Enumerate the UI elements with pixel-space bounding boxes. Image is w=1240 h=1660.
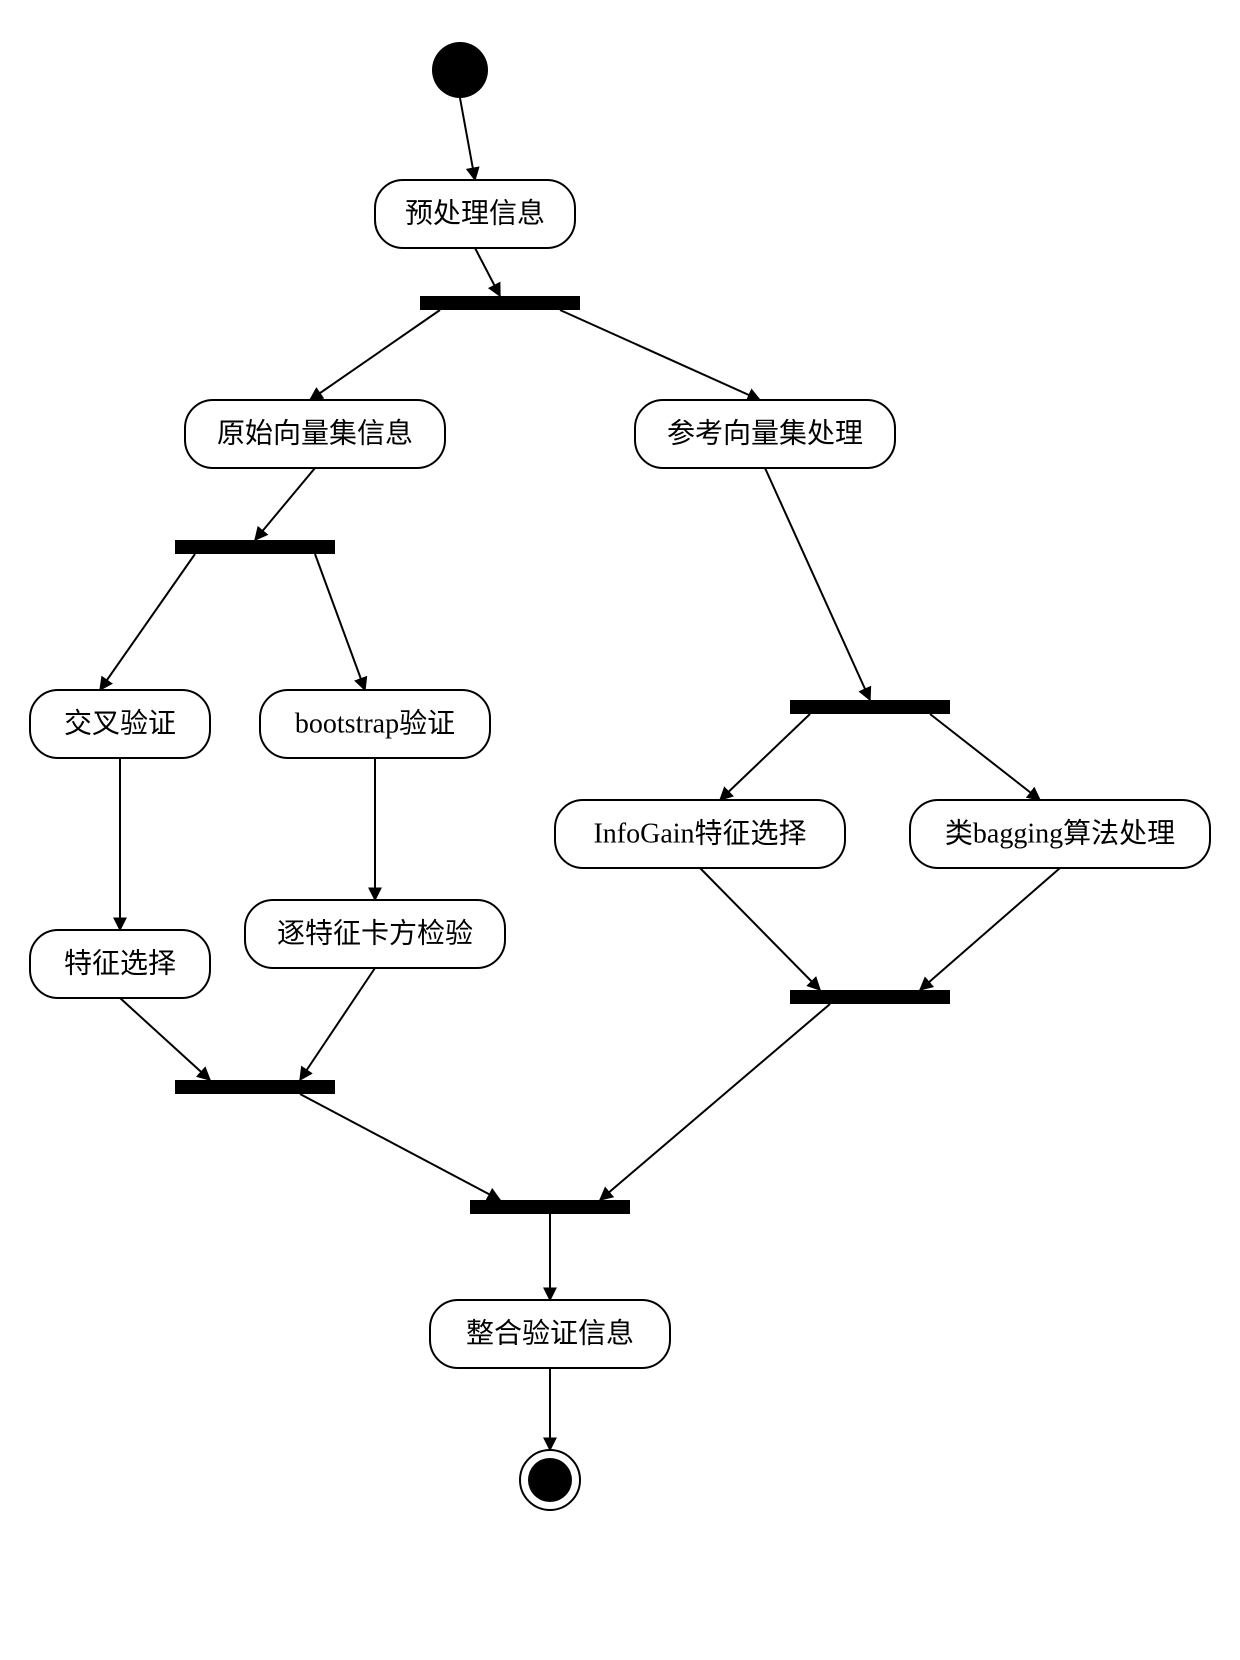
edge-n3-b3 [765,468,870,700]
edge-n8-b5 [120,998,210,1080]
sync-bar-b6 [470,1200,630,1214]
activity-label-n7: 类bagging算法处理 [945,817,1175,849]
activity-label-n6: InfoGain特征选择 [593,817,806,849]
sync-bar-b5 [175,1080,335,1094]
edge-n6-b4 [700,868,820,990]
end-node-inner [528,1458,572,1502]
activity-label-n1: 预处理信息 [405,197,545,229]
edge-n7-b4 [920,868,1060,990]
edge-b1-n2 [310,310,440,400]
activity-label-n4: 交叉验证 [64,707,176,739]
edge-n9-b5 [300,968,375,1080]
activity-label-n2: 原始向量集信息 [217,417,413,449]
sync-bar-b4 [790,990,950,1004]
edge-b5-b6 [300,1094,500,1200]
edge-b3-n6 [720,714,810,800]
activity-label-n10: 整合验证信息 [466,1317,634,1349]
edge-start-n1 [460,98,475,180]
activity-label-n3: 参考向量集处理 [667,417,863,449]
sync-bar-b3 [790,700,950,714]
edge-b1-n3 [560,310,760,400]
edge-n1-b1 [475,248,500,296]
sync-bar-b1 [420,296,580,310]
activity-label-n5: bootstrap验证 [295,707,455,739]
activity-label-n8: 特征选择 [64,947,176,979]
activity-label-n9: 逐特征卡方检验 [277,917,473,949]
edge-b2-n5 [315,554,365,690]
sync-bar-b2 [175,540,335,554]
edge-b2-n4 [100,554,195,690]
activity-diagram: 预处理信息原始向量集信息 参考向量集处理交叉验证 bootstrap验证 InfoGa… [0,0,1240,1660]
edge-b3-n7 [930,714,1040,800]
edge-b4-b6 [600,1004,830,1200]
start-node [432,42,488,98]
edge-n2-b2 [255,468,315,540]
